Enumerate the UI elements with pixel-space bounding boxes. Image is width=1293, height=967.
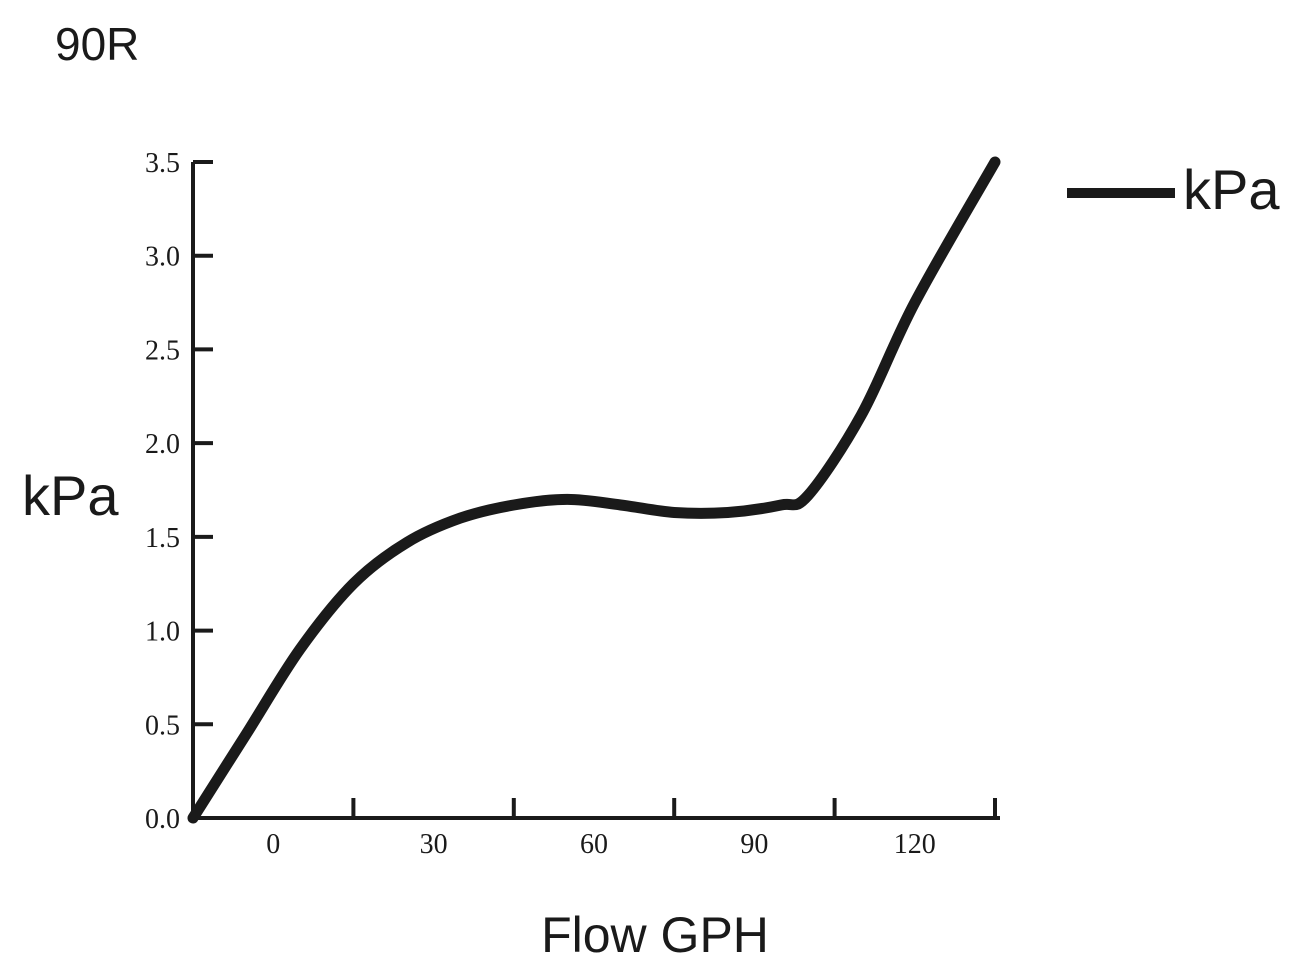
series-line-kpa xyxy=(187,156,1001,824)
y-tick-label: 1.5 xyxy=(145,523,180,554)
y-tick-label: 0.5 xyxy=(145,710,180,741)
x-tick-label: 120 xyxy=(894,829,936,860)
x-tick-label: 90 xyxy=(740,829,768,860)
y-tick-group: 0.0 0.5 1.0 1.5 2.0 2.5 3.0 3.5 xyxy=(145,148,213,835)
y-tick-label: 3.5 xyxy=(145,148,180,179)
y-tick-label: 1.0 xyxy=(145,617,180,648)
x-tick-label: 0 xyxy=(266,829,280,860)
x-tick-group: 0 30 60 90 120 xyxy=(266,798,997,860)
y-tick-label: 0.0 xyxy=(145,804,180,835)
legend-label: kPa xyxy=(1183,158,1280,221)
chart-title: 90R xyxy=(55,18,139,70)
y-tick-label: 2.5 xyxy=(145,335,180,366)
y-axis-label: kPa xyxy=(22,464,119,527)
y-tick-label: 2.0 xyxy=(145,429,180,460)
y-tick-label: 3.0 xyxy=(145,242,180,273)
x-tick-label: 30 xyxy=(420,829,448,860)
legend: kPa xyxy=(1067,158,1280,221)
x-axis-label: Flow GPH xyxy=(541,907,769,963)
x-tick-label: 60 xyxy=(580,829,608,860)
